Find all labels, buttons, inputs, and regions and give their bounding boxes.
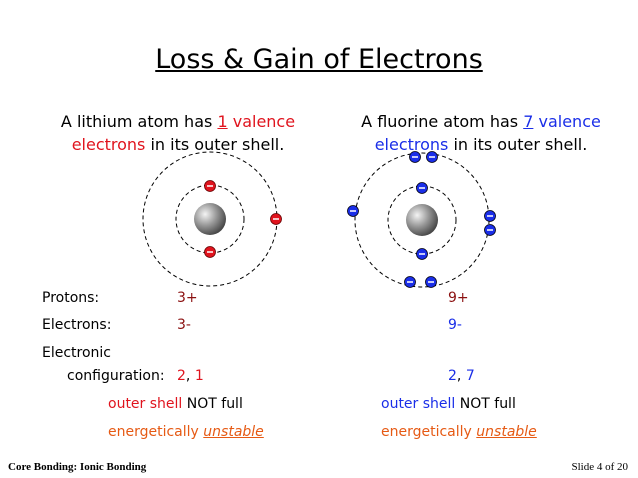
text: unstable xyxy=(476,424,537,440)
text: , xyxy=(185,368,191,384)
value: 9- xyxy=(448,317,462,333)
text: A lithium atom has xyxy=(60,112,213,131)
text: outer shell xyxy=(381,396,456,412)
stability-note: energetically unstable xyxy=(108,424,264,440)
label: Protons: xyxy=(42,290,100,306)
fluorine-caption: A fluorine atom has 7 valence electrons … xyxy=(340,110,622,156)
text: in its outer shell. xyxy=(453,135,588,154)
text: electrons xyxy=(71,135,146,154)
footer-right: Slide 4 of 20 xyxy=(571,461,628,473)
lithium-caption: A lithium atom has 1 valence electrons i… xyxy=(38,110,318,156)
text: , xyxy=(456,368,462,384)
value: 2, 1 xyxy=(177,368,204,384)
text: 1 xyxy=(217,112,228,131)
text: valence xyxy=(538,112,601,131)
text: 7 xyxy=(523,112,534,131)
text: 2 xyxy=(448,368,457,384)
text: 2 xyxy=(177,368,186,384)
text: valence xyxy=(232,112,296,131)
label: Electronic xyxy=(42,345,112,361)
text: energetically xyxy=(108,424,199,440)
text: in its outer shell. xyxy=(150,135,285,154)
value: 2, 7 xyxy=(448,368,475,384)
footer-left: Core Bonding: Ionic Bonding xyxy=(8,461,147,473)
value: 9+ xyxy=(448,290,469,306)
stability-note: energetically unstable xyxy=(381,424,537,440)
text: energetically xyxy=(381,424,472,440)
text: 7 xyxy=(465,368,475,384)
value: 3- xyxy=(177,317,191,333)
nucleus xyxy=(194,203,226,235)
label: configuration: xyxy=(67,368,165,384)
shell-note: outer shell NOT full xyxy=(381,396,516,412)
text: unstable xyxy=(203,424,264,440)
title: Loss & Gain of Electrons xyxy=(155,44,483,75)
text: NOT full xyxy=(459,396,516,412)
label: Electrons: xyxy=(42,317,112,333)
text: outer shell xyxy=(108,396,183,412)
value: 3+ xyxy=(177,290,198,306)
text: 1 xyxy=(194,368,204,384)
shell-note: outer shell NOT full xyxy=(108,396,243,412)
text: A fluorine atom has xyxy=(361,112,519,131)
nucleus xyxy=(406,204,438,236)
text: electrons xyxy=(374,135,449,154)
text: NOT full xyxy=(186,396,243,412)
